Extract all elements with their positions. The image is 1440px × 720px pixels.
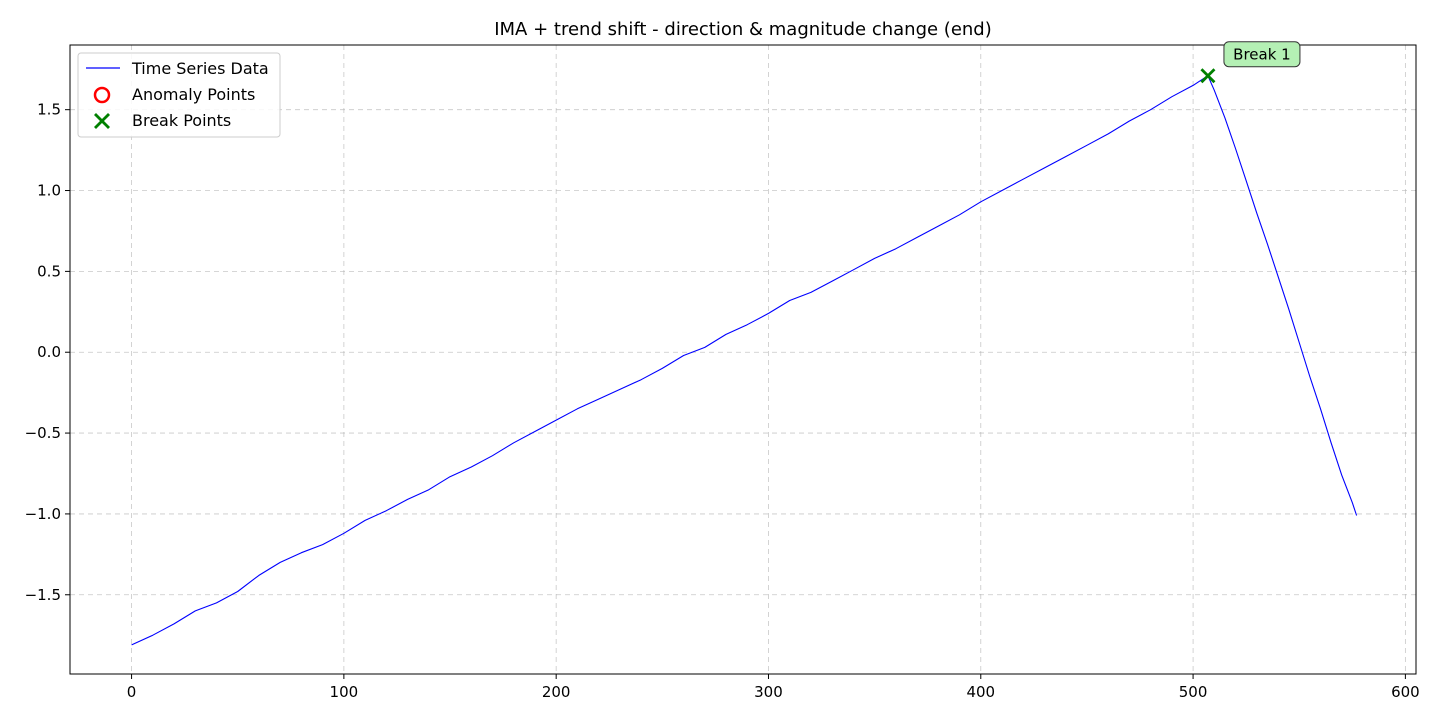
x-tick-label: 200 [542, 683, 571, 701]
grid-lines [70, 45, 1416, 674]
x-tick-label: 400 [966, 683, 995, 701]
break-point-marker [1200, 68, 1216, 84]
y-tick-label: 1.5 [37, 101, 61, 119]
legend-break-swatch [94, 113, 110, 129]
y-tick-label: −0.5 [25, 424, 61, 442]
break-point-markers [1200, 68, 1216, 84]
y-tick-label: 1.0 [37, 182, 61, 200]
y-tick-label: 0.5 [37, 262, 61, 280]
legend-label-anomaly: Anomaly Points [132, 85, 255, 104]
y-tick-label: −1.0 [25, 505, 61, 523]
legend: Time Series Data Anomaly Points Break Po… [77, 52, 281, 138]
x-tick-label: 100 [330, 683, 359, 701]
x-tick-label: 300 [754, 683, 783, 701]
x-tick-label: 500 [1179, 683, 1208, 701]
y-tick-label: 0.0 [37, 343, 61, 361]
legend-anomaly-swatch [93, 86, 111, 104]
axis-ticks: 0 100 200 300 400 500 600 −1.5 −1.0 −0.5 0.0 0.5 1.0… [25, 101, 1420, 701]
y-tick-label: −1.5 [25, 586, 61, 604]
series-lines [131, 75, 1358, 646]
annotations: Break 1 [1223, 41, 1301, 68]
x-tick-label: 600 [1391, 683, 1420, 701]
chart-title: IMA + trend shift - direction & magnitud… [494, 19, 992, 40]
annotation-text: Break 1 [1233, 46, 1291, 64]
legend-label-series: Time Series Data [131, 59, 269, 78]
legend-label-break: Break Points [132, 111, 231, 130]
x-tick-label: 0 [127, 683, 137, 701]
legend-box [77, 52, 281, 138]
plot-frame [69, 44, 1417, 675]
annotation-break-label: Break 1 [1223, 41, 1301, 68]
annotation-box [1223, 41, 1301, 68]
series-line-time-series-data [131, 75, 1358, 646]
